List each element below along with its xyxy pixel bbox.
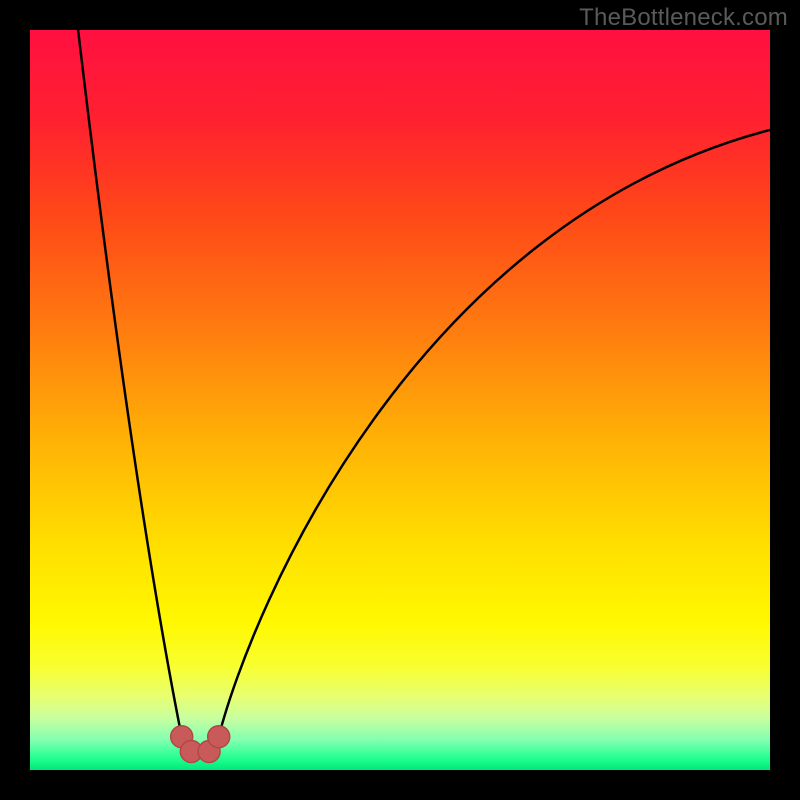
marker-dot <box>208 726 230 748</box>
root-container: TheBottleneck.com <box>0 0 800 800</box>
watermark-text: TheBottleneck.com <box>579 4 788 32</box>
plot-background <box>30 30 770 770</box>
plot-svg <box>0 0 800 800</box>
